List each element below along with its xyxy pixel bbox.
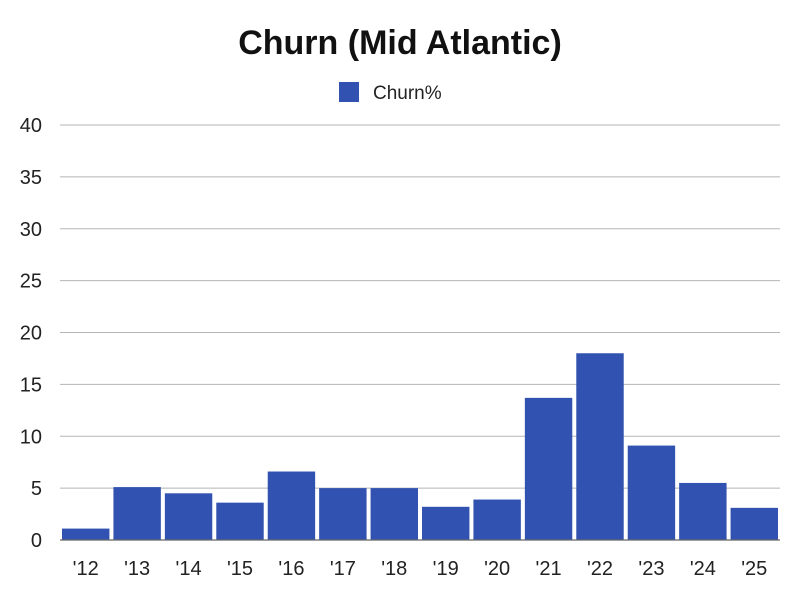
x-tick-label: '16 [278, 558, 304, 580]
x-tick-label: '14 [176, 558, 202, 580]
x-tick-label: '21 [536, 558, 562, 580]
x-tick-label: '24 [690, 558, 716, 580]
x-tick-label: '13 [124, 558, 150, 580]
y-tick-label: 35 [20, 167, 42, 189]
bar-series-churn [62, 353, 778, 540]
x-tick-label: '18 [381, 558, 407, 580]
legend-swatch [339, 82, 359, 102]
y-tick-label: 40 [20, 115, 42, 137]
x-axis-ticks: '12 '13 '14 '15 '16 '17 '18 '19 '20 '21 '22 '23 '24 '… [73, 558, 768, 580]
bar [627, 445, 676, 540]
x-tick-label: '20 [484, 558, 510, 580]
bar [319, 488, 367, 540]
bar [679, 482, 727, 540]
legend-label-churn: Churn% [373, 83, 442, 104]
chart-title: Churn (Mid Atlantic) [238, 24, 562, 62]
y-gridlines [60, 124, 780, 489]
y-tick-label: 15 [20, 374, 42, 396]
x-tick-label: '23 [638, 558, 664, 580]
x-tick-label: '22 [587, 558, 613, 580]
bar [730, 507, 778, 540]
y-tick-label: 10 [20, 426, 42, 448]
y-tick-label: 20 [20, 323, 42, 345]
x-tick-label: '19 [433, 558, 459, 580]
x-tick-label: '15 [227, 558, 253, 580]
y-tick-label: 0 [31, 530, 42, 552]
bar [370, 488, 418, 540]
bar [164, 493, 213, 540]
bar [216, 502, 264, 540]
x-tick-label: '12 [73, 558, 99, 580]
bar [422, 506, 470, 540]
y-tick-label: 25 [20, 271, 42, 293]
chart-legend: Churn% [339, 82, 442, 104]
bar [113, 487, 161, 540]
x-tick-label: '25 [741, 558, 767, 580]
bar [473, 499, 521, 540]
bar [524, 397, 573, 540]
bar [576, 353, 624, 540]
y-tick-label: 30 [20, 219, 42, 241]
y-tick-label: 5 [31, 478, 42, 500]
y-axis-ticks: 0 5 10 15 20 25 30 35 40 [20, 115, 42, 552]
bar [267, 471, 316, 540]
x-tick-label: '17 [330, 558, 356, 580]
bar [62, 528, 110, 540]
